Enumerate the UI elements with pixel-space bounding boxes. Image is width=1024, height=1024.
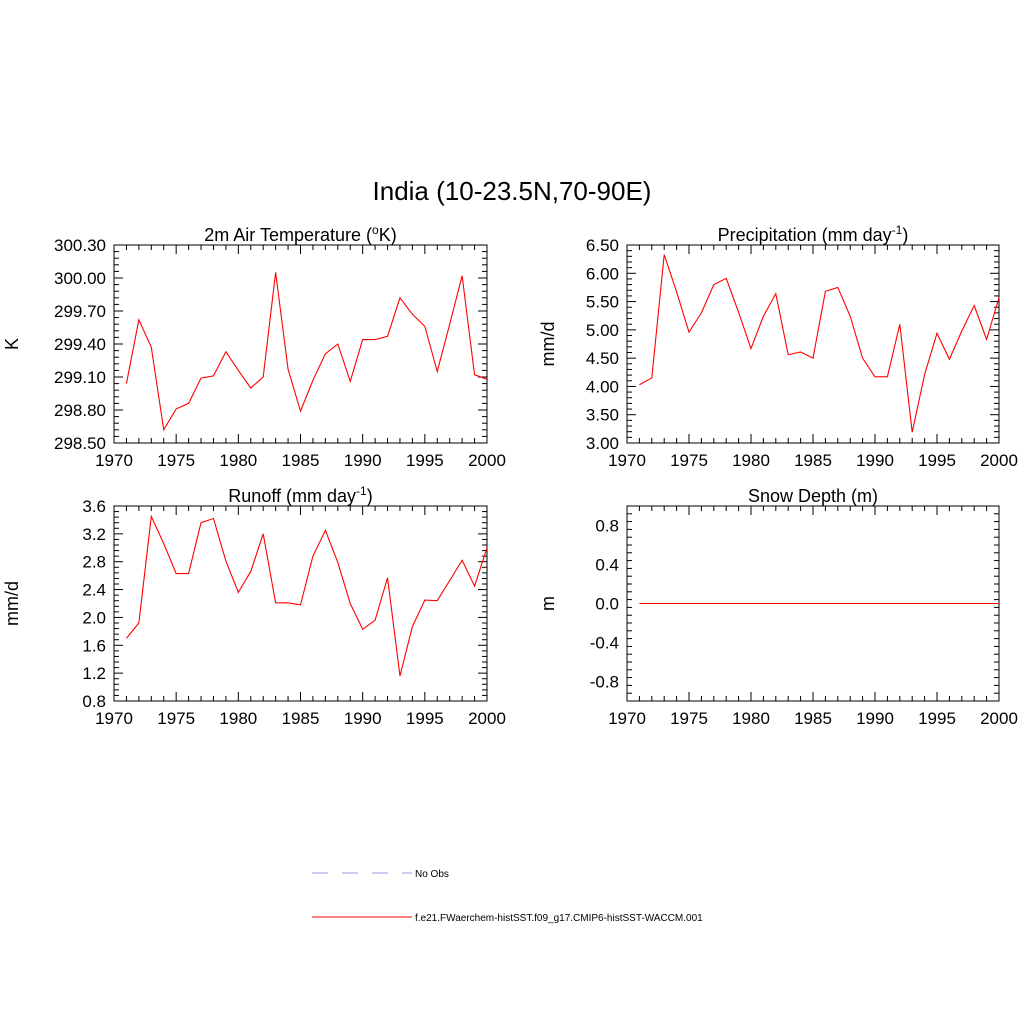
x-tick-label: 1980 xyxy=(219,709,257,728)
x-tick-label: 1980 xyxy=(219,451,257,470)
x-tick-label: 1985 xyxy=(282,709,320,728)
chart-panel-0: 1970 1975 1980 1985 1990 1995 2000 298.50 298.80… xyxy=(2,223,506,470)
y-tick-label: 3.00 xyxy=(586,434,619,453)
y-tick-label: 298.50 xyxy=(54,434,106,453)
x-tick-label: 1970 xyxy=(95,451,133,470)
y-tick-label: -0.8 xyxy=(590,673,619,692)
panel-title: 2m Air Temperature (oK) xyxy=(204,223,396,245)
y-axis-label: m xyxy=(538,596,558,611)
y-tick-label: -0.4 xyxy=(590,634,619,653)
x-tick-label: 1975 xyxy=(157,451,195,470)
y-axis-label: mm/d xyxy=(538,322,558,367)
y-tick-label: 0.8 xyxy=(595,517,619,536)
series-line-0 xyxy=(639,254,1000,433)
x-tick-label: 1975 xyxy=(670,451,708,470)
y-tick-label: 4.50 xyxy=(586,349,619,368)
y-tick-label: 0.4 xyxy=(595,556,619,575)
y-tick-label: 299.40 xyxy=(54,335,106,354)
y-tick-label: 6.50 xyxy=(586,236,619,255)
plot-frame xyxy=(626,244,1000,444)
x-tick-label: 1985 xyxy=(794,709,832,728)
panel-title: Snow Depth (m) xyxy=(748,486,878,506)
x-tick-label: 1990 xyxy=(344,451,382,470)
y-tick-label: 2.0 xyxy=(82,608,106,627)
y-tick-label: 299.10 xyxy=(54,368,106,387)
y-tick-label: 3.6 xyxy=(82,497,106,516)
y-axis-label: mm/d xyxy=(2,581,22,626)
y-tick-label: 298.80 xyxy=(54,401,106,420)
plot-frame xyxy=(113,244,488,444)
y-tick-label: 3.50 xyxy=(586,406,619,425)
panels-group: 1970 1975 1980 1985 1990 1995 2000 298.50 298.80… xyxy=(2,223,1018,728)
y-tick-label: 2.4 xyxy=(82,581,106,600)
legend: No Obs f.e21.FWaerchem-histSST.f09_g17.CM… xyxy=(312,869,703,924)
x-tick-label: 1985 xyxy=(282,451,320,470)
x-tick-label: 1980 xyxy=(732,451,770,470)
x-tick-label: 1970 xyxy=(95,709,133,728)
x-tick-label: 2000 xyxy=(980,709,1018,728)
chart-panel-2: 1970 1975 1980 1985 1990 1995 2000 0.8 1.2 1.6 2.0… xyxy=(2,484,506,728)
legend-label-0: No Obs xyxy=(415,869,449,880)
y-tick-label: 1.2 xyxy=(82,664,106,683)
figure-title: India (10-23.5N,70-90E) xyxy=(373,176,652,206)
series-line-0 xyxy=(125,272,488,432)
x-tick-label: 2000 xyxy=(980,451,1018,470)
x-tick-label: 1995 xyxy=(918,451,956,470)
x-tick-label: 1970 xyxy=(608,709,646,728)
chart-panel-3: 1970 1975 1980 1985 1990 1995 2000 -0.8 -0.4 0.0 0… xyxy=(538,486,1018,728)
x-tick-label: 1980 xyxy=(732,709,770,728)
x-tick-label: 1970 xyxy=(608,451,646,470)
panel-title: Precipitation (mm day-1) xyxy=(718,223,909,245)
x-tick-label: 1995 xyxy=(406,451,444,470)
x-tick-label: 2000 xyxy=(468,709,506,728)
series-line-0 xyxy=(126,514,488,677)
y-tick-label: 4.00 xyxy=(586,377,619,396)
y-tick-label: 6.00 xyxy=(586,264,619,283)
x-tick-label: 1985 xyxy=(794,451,832,470)
y-tick-label: 2.8 xyxy=(82,553,106,572)
y-tick-label: 0.8 xyxy=(82,692,106,711)
x-tick-label: 1995 xyxy=(406,709,444,728)
y-tick-label: 300.00 xyxy=(54,269,106,288)
y-tick-label: 5.00 xyxy=(586,321,619,340)
x-tick-label: 1990 xyxy=(856,709,894,728)
x-tick-label: 1990 xyxy=(856,451,894,470)
y-tick-label: 3.2 xyxy=(82,525,106,544)
x-tick-label: 1975 xyxy=(670,709,708,728)
x-tick-label: 1975 xyxy=(157,709,195,728)
y-tick-label: 0.0 xyxy=(595,595,619,614)
x-tick-label: 1995 xyxy=(918,709,956,728)
chart-panel-1: 1970 1975 1980 1985 1990 1995 2000 3.00 3.50 4.00… xyxy=(538,223,1018,470)
y-tick-label: 1.6 xyxy=(82,636,106,655)
y-tick-label: 299.70 xyxy=(54,302,106,321)
x-tick-label: 2000 xyxy=(468,451,506,470)
y-axis-label: K xyxy=(2,338,22,350)
x-tick-label: 1990 xyxy=(344,709,382,728)
y-tick-label: 5.50 xyxy=(586,293,619,312)
y-tick-label: 300.30 xyxy=(54,236,106,255)
panel-title: Runoff (mm day-1) xyxy=(228,484,372,506)
legend-label-1: f.e21.FWaerchem-histSST.f09_g17.CMIP6-hi… xyxy=(415,913,703,924)
